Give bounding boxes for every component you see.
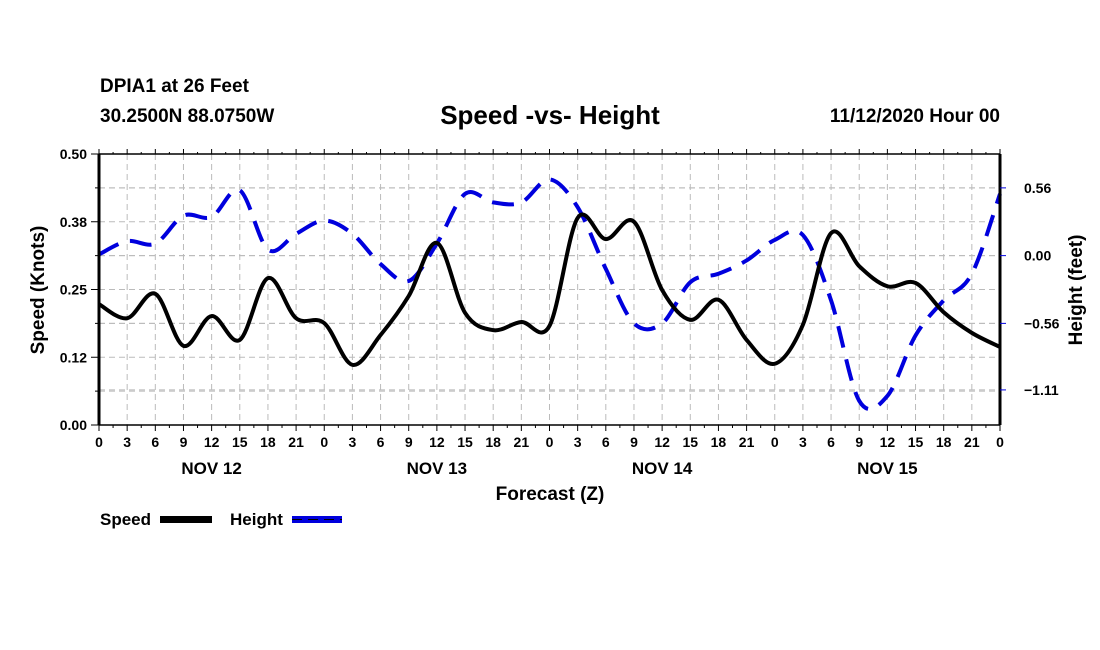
y2-tick-label: −1.11 bbox=[1024, 382, 1059, 398]
legend: Speed Height bbox=[100, 510, 342, 529]
y-axis-title: Speed (Knots) bbox=[28, 226, 49, 355]
x-tick-label: 0 bbox=[546, 434, 554, 450]
coordinates-label: 30.2500N 88.0750W bbox=[100, 106, 275, 127]
x-tick-label: 0 bbox=[95, 434, 103, 450]
y-axis-right: 0.56 0.00 −0.56 −1.11 bbox=[1000, 180, 1060, 398]
y-tick-label: 0.12 bbox=[60, 349, 87, 365]
chart-title: Speed -vs- Height bbox=[0, 100, 1100, 131]
x-tick-label: 3 bbox=[799, 434, 807, 450]
y2-tick-label: 0.56 bbox=[1024, 180, 1051, 196]
x-tick-label: 3 bbox=[574, 434, 582, 450]
y2-tick-label: −0.56 bbox=[1024, 315, 1060, 331]
x-tick-label: 0 bbox=[996, 434, 1004, 450]
run-info-label: 11/12/2020 Hour 00 bbox=[829, 106, 1000, 127]
y2-axis-title: Height (feet) bbox=[1066, 235, 1087, 346]
x-tick-label: 15 bbox=[908, 434, 924, 450]
x-tick-label: 3 bbox=[123, 434, 131, 450]
legend-speed-swatch bbox=[160, 516, 212, 523]
date-label: NOV 14 bbox=[632, 459, 693, 478]
x-tick-label: 15 bbox=[457, 434, 473, 450]
x-tick-label: 18 bbox=[260, 434, 276, 450]
y-tick-label: 0.50 bbox=[60, 146, 87, 162]
y-tick-label: 0.25 bbox=[60, 282, 87, 298]
y2-tick-label: 0.00 bbox=[1024, 248, 1051, 264]
x-tick-label: 21 bbox=[288, 434, 304, 450]
x-tick-label: 21 bbox=[739, 434, 755, 450]
chart-title-text: Speed -vs- Height bbox=[440, 100, 660, 130]
x-tick-label: 18 bbox=[485, 434, 501, 450]
x-tick-label: 12 bbox=[880, 434, 896, 450]
x-tick-label: 3 bbox=[349, 434, 357, 450]
x-tick-label: 0 bbox=[771, 434, 779, 450]
x-tick-label: 6 bbox=[602, 434, 610, 450]
x-tick-label: 6 bbox=[151, 434, 159, 450]
x-tick-label: 0 bbox=[320, 434, 328, 450]
legend-speed-label: Speed bbox=[100, 510, 151, 529]
x-tick-label: 12 bbox=[429, 434, 445, 450]
x-axis-title: Forecast (Z) bbox=[496, 484, 605, 505]
x-tick-label: 21 bbox=[514, 434, 530, 450]
date-label: NOV 15 bbox=[857, 459, 917, 478]
y-tick-label: 0.00 bbox=[60, 417, 87, 433]
x-tick-label: 15 bbox=[232, 434, 248, 450]
x-tick-label: 18 bbox=[936, 434, 952, 450]
x-tick-label: 6 bbox=[377, 434, 385, 450]
x-tick-label: 9 bbox=[630, 434, 638, 450]
station-label: DPIA1 at 26 Feet bbox=[100, 76, 249, 97]
y-tick-label: 0.38 bbox=[60, 214, 87, 230]
x-tick-label: 6 bbox=[827, 434, 835, 450]
grid bbox=[99, 154, 1000, 425]
x-tick-label: 9 bbox=[405, 434, 413, 450]
series-layer bbox=[97, 177, 1002, 412]
series-line-height bbox=[98, 177, 1002, 412]
x-axis: 0 3 6 9 12 15 18 21 0 3 6 9 12 15 18 21 0 3 6 9 12 15 18 21 0 3 6 9… bbox=[95, 149, 1004, 478]
x-tick-label: 12 bbox=[204, 434, 220, 450]
x-tick-label: 9 bbox=[855, 434, 863, 450]
x-tick-label: 21 bbox=[964, 434, 980, 450]
date-label: NOV 13 bbox=[407, 459, 467, 478]
y-axis-left: 0.00 0.12 0.25 0.38 0.50 bbox=[60, 146, 99, 433]
series-line-speed bbox=[97, 212, 1001, 367]
x-tick-label: 15 bbox=[682, 434, 698, 450]
x-tick-label: 9 bbox=[180, 434, 188, 450]
date-label: NOV 12 bbox=[181, 459, 241, 478]
x-tick-label: 12 bbox=[654, 434, 670, 450]
x-tick-label: 18 bbox=[711, 434, 727, 450]
legend-height-label: Height bbox=[230, 510, 283, 529]
